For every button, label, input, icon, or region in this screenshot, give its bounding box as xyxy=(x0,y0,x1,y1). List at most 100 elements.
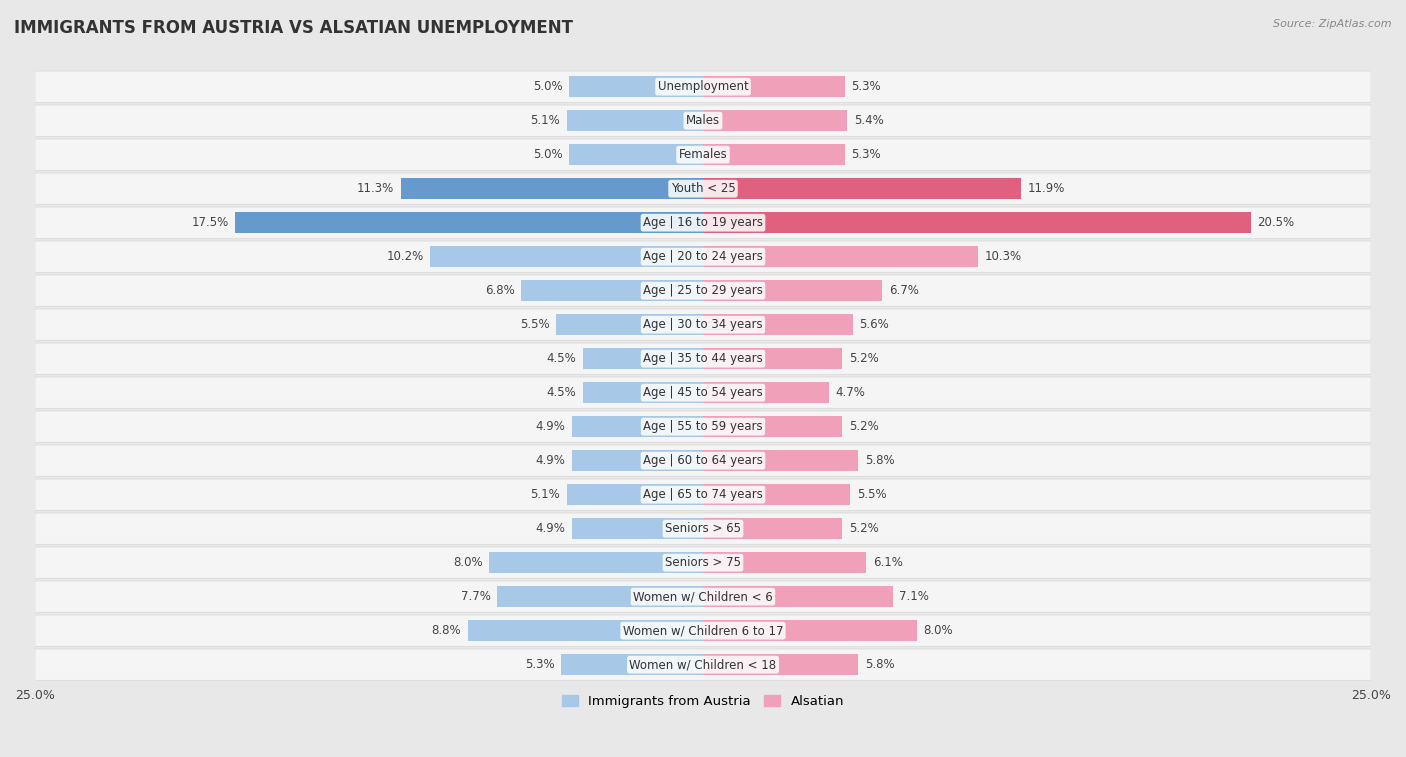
Bar xyxy=(569,145,703,165)
FancyBboxPatch shape xyxy=(35,649,1371,681)
Text: Age | 60 to 64 years: Age | 60 to 64 years xyxy=(643,454,763,467)
FancyBboxPatch shape xyxy=(35,513,1371,544)
Text: 5.2%: 5.2% xyxy=(849,352,879,365)
FancyBboxPatch shape xyxy=(35,139,1371,170)
Text: Females: Females xyxy=(679,148,727,161)
Bar xyxy=(703,450,858,471)
Text: Age | 30 to 34 years: Age | 30 to 34 years xyxy=(643,318,763,331)
Text: 5.6%: 5.6% xyxy=(859,318,889,331)
Text: 7.7%: 7.7% xyxy=(461,590,491,603)
Bar xyxy=(703,484,851,505)
Bar xyxy=(561,655,703,674)
Text: 17.5%: 17.5% xyxy=(191,217,229,229)
Text: Age | 35 to 44 years: Age | 35 to 44 years xyxy=(643,352,763,365)
Text: 5.8%: 5.8% xyxy=(865,454,894,467)
FancyBboxPatch shape xyxy=(35,411,1371,442)
Text: Age | 45 to 54 years: Age | 45 to 54 years xyxy=(643,386,763,399)
Bar xyxy=(468,621,703,641)
Bar xyxy=(567,111,703,131)
Text: IMMIGRANTS FROM AUSTRIA VS ALSATIAN UNEMPLOYMENT: IMMIGRANTS FROM AUSTRIA VS ALSATIAN UNEM… xyxy=(14,19,574,37)
Bar xyxy=(703,111,848,131)
Bar xyxy=(555,314,703,335)
Bar xyxy=(401,179,703,199)
FancyBboxPatch shape xyxy=(35,581,1371,612)
Text: 5.8%: 5.8% xyxy=(865,658,894,671)
Text: Women w/ Children < 6: Women w/ Children < 6 xyxy=(633,590,773,603)
Bar xyxy=(703,145,845,165)
FancyBboxPatch shape xyxy=(35,173,1371,204)
Bar xyxy=(703,348,842,369)
Text: 4.9%: 4.9% xyxy=(536,522,565,535)
Text: Age | 55 to 59 years: Age | 55 to 59 years xyxy=(643,420,763,433)
Text: Males: Males xyxy=(686,114,720,127)
Bar xyxy=(567,484,703,505)
FancyBboxPatch shape xyxy=(35,479,1371,510)
Text: 4.9%: 4.9% xyxy=(536,454,565,467)
Bar xyxy=(703,382,828,403)
Bar xyxy=(703,314,852,335)
Text: 8.0%: 8.0% xyxy=(924,625,953,637)
Text: Youth < 25: Youth < 25 xyxy=(671,182,735,195)
Bar xyxy=(703,179,1021,199)
FancyBboxPatch shape xyxy=(35,71,1371,102)
Text: Seniors > 65: Seniors > 65 xyxy=(665,522,741,535)
FancyBboxPatch shape xyxy=(35,615,1371,646)
Text: 5.5%: 5.5% xyxy=(856,488,886,501)
Text: 5.3%: 5.3% xyxy=(851,148,882,161)
Bar xyxy=(489,553,703,573)
Text: 5.2%: 5.2% xyxy=(849,522,879,535)
FancyBboxPatch shape xyxy=(35,445,1371,476)
Text: 5.4%: 5.4% xyxy=(853,114,884,127)
Bar xyxy=(572,450,703,471)
FancyBboxPatch shape xyxy=(35,105,1371,136)
Text: 20.5%: 20.5% xyxy=(1257,217,1295,229)
Bar xyxy=(703,587,893,607)
Text: 6.1%: 6.1% xyxy=(873,556,903,569)
Bar xyxy=(703,416,842,437)
Text: 11.3%: 11.3% xyxy=(357,182,394,195)
FancyBboxPatch shape xyxy=(35,377,1371,408)
Text: Women w/ Children < 18: Women w/ Children < 18 xyxy=(630,658,776,671)
Text: 5.1%: 5.1% xyxy=(530,488,560,501)
Bar xyxy=(703,553,866,573)
Text: 6.8%: 6.8% xyxy=(485,284,515,298)
Text: 6.7%: 6.7% xyxy=(889,284,918,298)
Text: Source: ZipAtlas.com: Source: ZipAtlas.com xyxy=(1274,19,1392,29)
Text: 7.1%: 7.1% xyxy=(900,590,929,603)
Text: Age | 65 to 74 years: Age | 65 to 74 years xyxy=(643,488,763,501)
Text: 4.9%: 4.9% xyxy=(536,420,565,433)
Bar xyxy=(522,281,703,301)
Bar xyxy=(498,587,703,607)
Text: Age | 25 to 29 years: Age | 25 to 29 years xyxy=(643,284,763,298)
Text: 5.3%: 5.3% xyxy=(851,80,882,93)
Bar xyxy=(569,76,703,97)
Text: 4.7%: 4.7% xyxy=(835,386,865,399)
Bar xyxy=(235,213,703,233)
Bar xyxy=(703,247,979,267)
FancyBboxPatch shape xyxy=(35,309,1371,341)
Text: 5.2%: 5.2% xyxy=(849,420,879,433)
Text: Seniors > 75: Seniors > 75 xyxy=(665,556,741,569)
FancyBboxPatch shape xyxy=(35,547,1371,578)
FancyBboxPatch shape xyxy=(35,275,1371,307)
FancyBboxPatch shape xyxy=(35,241,1371,273)
Text: 5.1%: 5.1% xyxy=(530,114,560,127)
Text: 10.2%: 10.2% xyxy=(387,250,423,263)
Text: 5.5%: 5.5% xyxy=(520,318,550,331)
Bar xyxy=(703,655,858,674)
Text: 4.5%: 4.5% xyxy=(547,386,576,399)
Legend: Immigrants from Austria, Alsatian: Immigrants from Austria, Alsatian xyxy=(557,690,849,714)
Bar xyxy=(572,519,703,539)
Bar xyxy=(703,519,842,539)
Text: Unemployment: Unemployment xyxy=(658,80,748,93)
Bar xyxy=(703,76,845,97)
Text: 5.0%: 5.0% xyxy=(533,80,562,93)
Text: 8.8%: 8.8% xyxy=(432,625,461,637)
Text: 8.0%: 8.0% xyxy=(453,556,482,569)
Text: Women w/ Children 6 to 17: Women w/ Children 6 to 17 xyxy=(623,625,783,637)
Text: Age | 16 to 19 years: Age | 16 to 19 years xyxy=(643,217,763,229)
Bar xyxy=(572,416,703,437)
FancyBboxPatch shape xyxy=(35,207,1371,238)
Bar xyxy=(703,621,917,641)
Text: Age | 20 to 24 years: Age | 20 to 24 years xyxy=(643,250,763,263)
